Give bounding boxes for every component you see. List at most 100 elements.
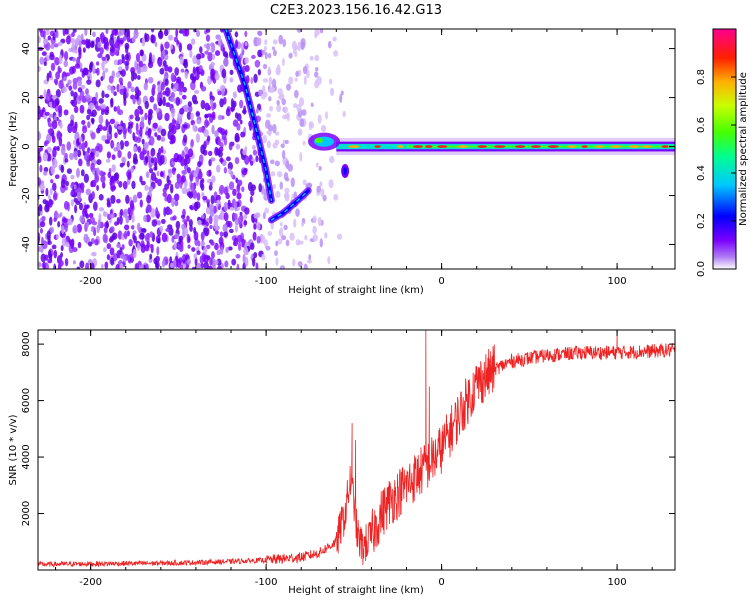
noise-cell bbox=[72, 57, 77, 62]
noise-cell bbox=[275, 190, 281, 199]
noise-cell bbox=[127, 81, 132, 89]
noise-cell bbox=[70, 119, 74, 127]
noise-cell bbox=[116, 198, 121, 204]
noise-cell bbox=[268, 76, 273, 86]
noise-cell bbox=[324, 232, 328, 239]
noise-cell bbox=[65, 241, 70, 248]
noise-cell bbox=[139, 126, 143, 137]
noise-cell bbox=[234, 31, 239, 38]
noise-cell bbox=[309, 55, 314, 61]
noise-cell bbox=[64, 152, 68, 160]
noise-cell bbox=[91, 154, 95, 160]
noise-cell bbox=[132, 248, 137, 259]
noise-cell bbox=[208, 169, 212, 177]
noise-cell bbox=[170, 107, 176, 114]
noise-cell bbox=[58, 136, 63, 147]
noise-cell bbox=[68, 85, 73, 91]
noise-cell bbox=[74, 204, 78, 214]
noise-cell bbox=[38, 245, 42, 252]
noise-cell bbox=[310, 102, 314, 108]
noise-cell bbox=[164, 112, 170, 122]
noise-cell bbox=[114, 172, 120, 181]
noise-cell bbox=[82, 47, 86, 53]
noise-cell bbox=[79, 260, 85, 269]
noise-cell bbox=[117, 59, 123, 65]
noise-cell bbox=[86, 79, 92, 85]
noise-cell bbox=[117, 66, 123, 72]
noise-cell bbox=[47, 128, 54, 134]
noise-cell bbox=[146, 240, 150, 248]
noise-cell bbox=[186, 43, 193, 51]
noise-cell bbox=[200, 99, 206, 110]
noise-cell bbox=[244, 155, 250, 165]
noise-cell bbox=[317, 114, 322, 124]
noise-cell bbox=[276, 99, 280, 106]
noise-cell bbox=[261, 253, 266, 261]
noise-cell bbox=[271, 78, 277, 88]
noise-cell bbox=[101, 90, 105, 99]
noise-cell bbox=[266, 130, 272, 135]
noise-cell bbox=[111, 164, 116, 173]
noise-cell bbox=[307, 259, 313, 264]
noise-cell bbox=[327, 256, 331, 265]
noise-cell bbox=[48, 122, 53, 128]
noise-cell bbox=[164, 183, 170, 190]
noise-cell bbox=[230, 105, 236, 112]
noise-cell bbox=[286, 83, 291, 91]
noise-cell bbox=[144, 112, 148, 121]
descending-trace bbox=[222, 29, 275, 204]
noise-cell bbox=[38, 131, 41, 141]
noise-cell bbox=[148, 136, 155, 146]
noise-cell bbox=[214, 230, 219, 235]
noise-cell bbox=[238, 215, 243, 225]
noise-cell bbox=[257, 30, 263, 37]
noise-cell bbox=[48, 70, 52, 79]
noise-cell bbox=[217, 265, 222, 269]
noise-cell bbox=[244, 57, 249, 65]
noise-cell bbox=[266, 140, 271, 149]
noise-cell bbox=[78, 202, 83, 211]
noise-cell bbox=[195, 177, 199, 187]
noise-cell bbox=[110, 194, 116, 204]
noise-cell bbox=[119, 215, 123, 225]
noise-cell bbox=[39, 228, 43, 234]
noise-cell bbox=[124, 140, 130, 147]
noise-cell bbox=[179, 108, 185, 115]
noise-cell bbox=[244, 65, 250, 73]
noise-cell bbox=[201, 241, 206, 247]
noise-cell bbox=[70, 114, 75, 122]
noise-cell bbox=[46, 230, 51, 241]
noise-cell bbox=[51, 95, 57, 100]
noise-cell bbox=[302, 140, 306, 146]
noise-cell bbox=[225, 193, 230, 200]
noise-cell bbox=[288, 52, 293, 59]
noise-cell bbox=[286, 112, 290, 122]
noise-cell bbox=[283, 192, 290, 199]
noise-cell bbox=[214, 259, 219, 266]
noise-cell bbox=[181, 94, 187, 100]
noise-cell bbox=[196, 58, 201, 66]
noise-cell bbox=[147, 112, 153, 121]
noise-cell bbox=[134, 93, 139, 100]
spectrogram-xtick-label: 0 bbox=[438, 276, 444, 287]
noise-cell bbox=[268, 96, 272, 102]
noise-cell bbox=[167, 66, 173, 73]
carrier-peak bbox=[477, 145, 487, 148]
noise-cell bbox=[103, 104, 106, 110]
spectrogram-ytick-label: 20 bbox=[21, 91, 32, 104]
noise-cell bbox=[300, 37, 306, 48]
noise-cell bbox=[82, 150, 86, 156]
noise-cell bbox=[119, 162, 124, 168]
noise-cell bbox=[108, 237, 114, 243]
noise-cell bbox=[138, 60, 143, 68]
noise-cell bbox=[223, 57, 229, 67]
noise-cell bbox=[264, 119, 271, 129]
noise-cell bbox=[234, 39, 239, 49]
noise-cell bbox=[283, 224, 288, 231]
noise-cell bbox=[139, 199, 143, 208]
noise-cell bbox=[181, 174, 186, 183]
noise-cell bbox=[205, 29, 211, 33]
noise-cell bbox=[254, 59, 261, 68]
noise-cell bbox=[150, 34, 156, 44]
